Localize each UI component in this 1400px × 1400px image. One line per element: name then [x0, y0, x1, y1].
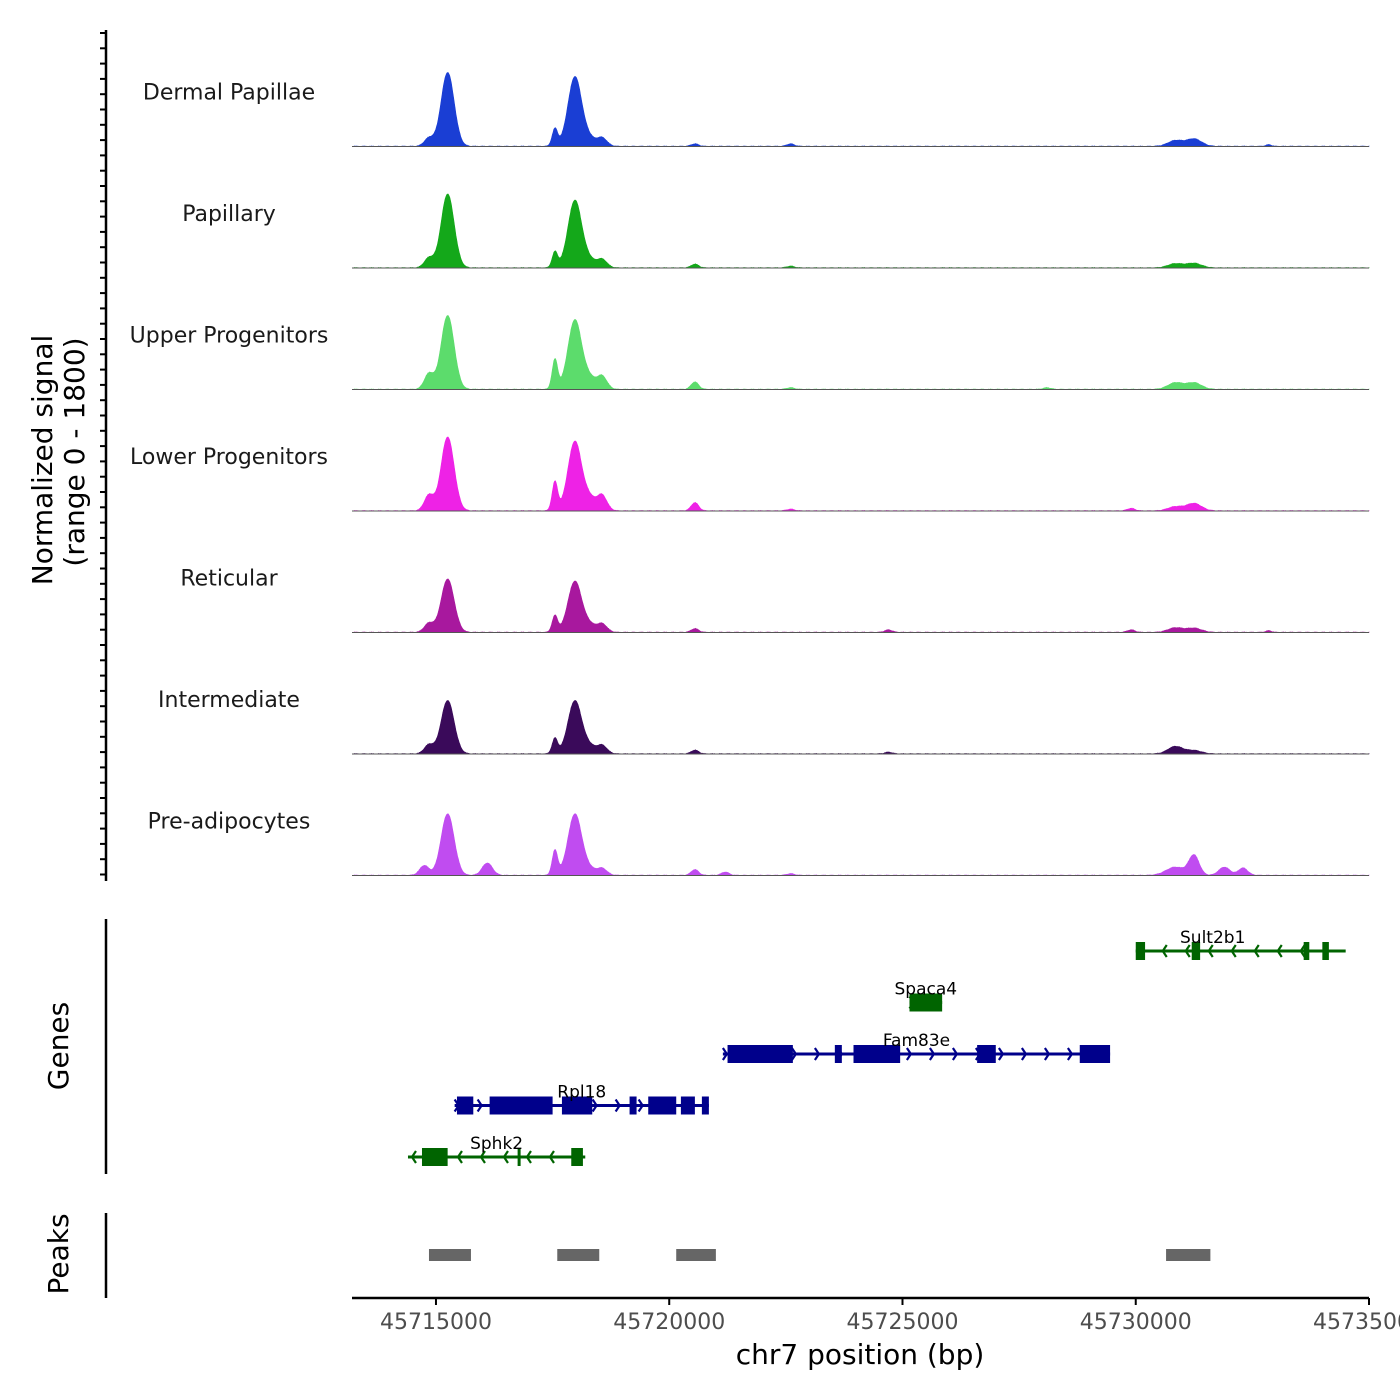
x-tick-label: 45725000	[846, 1310, 958, 1335]
strand-arrow	[1230, 944, 1237, 958]
gene-exon	[1303, 942, 1310, 960]
y-axis-title-line2: (range 0 - 1800)	[58, 337, 91, 566]
gene-fam83e: Fam83e	[721, 1031, 1111, 1063]
gene-exon	[561, 1096, 593, 1115]
strand-arrow	[905, 1047, 913, 1061]
signal-area	[351, 578, 1370, 633]
gene-exon	[701, 1096, 709, 1115]
track-upper-progenitors: Upper Progenitors	[130, 315, 1370, 390]
strand-arrow	[525, 1150, 532, 1164]
strand-arrow	[476, 1098, 483, 1113]
gene-exon	[977, 1045, 996, 1063]
track-label: Reticular	[180, 567, 278, 592]
peak-region	[1166, 1249, 1211, 1261]
strand-arrow	[1253, 944, 1260, 958]
track-reticular: Reticular	[180, 567, 1370, 633]
strand-arrow	[502, 1150, 509, 1164]
strand-arrow	[1207, 944, 1214, 958]
gene-exon	[909, 993, 943, 1012]
x-tick-label: 45720000	[613, 1310, 725, 1335]
track-dermal-papillae: Dermal Papillae	[143, 72, 1370, 147]
gene-exon	[834, 1045, 842, 1063]
gene-exon	[1135, 942, 1146, 960]
gene-sphk2: Sphk2	[407, 1134, 586, 1166]
gene-exon	[1322, 942, 1329, 960]
gene-exon	[456, 1096, 474, 1115]
signal-area	[351, 813, 1370, 876]
gene-spaca4: Spaca4	[895, 980, 958, 1012]
strand-arrow	[1066, 1047, 1074, 1061]
strand-arrow	[614, 1098, 621, 1113]
strand-arrow	[1184, 944, 1191, 958]
gene-rpl18: Rpl18	[453, 1083, 709, 1115]
track-label: Lower Progenitors	[130, 445, 328, 470]
signal-area	[351, 193, 1370, 269]
y-axis-title-line1: Normalized signal	[26, 335, 59, 586]
signal-area	[351, 436, 1370, 512]
track-label: Upper Progenitors	[130, 324, 329, 349]
gene-exon	[727, 1045, 793, 1063]
peaks-axis-title: Peaks	[42, 1213, 75, 1294]
signal-area	[351, 315, 1370, 390]
track-label: Papillary	[182, 202, 276, 227]
gene-label: Sphk2	[470, 1134, 523, 1154]
peak-track: Peaks	[42, 1213, 1211, 1298]
gene-exon	[680, 1096, 695, 1115]
gene-track: Genes Sult2b1 Spaca4 Fam83e Rpl18 Sphk2	[42, 919, 1346, 1174]
gene-label: Fam83e	[883, 1031, 950, 1051]
strand-arrow	[790, 1047, 798, 1061]
strand-arrow	[479, 1150, 486, 1164]
genes-axis-title: Genes	[42, 1002, 75, 1090]
strand-arrow	[951, 1047, 959, 1061]
strand-arrow	[1020, 1047, 1028, 1061]
peak-region	[557, 1249, 600, 1261]
strand-arrow	[456, 1150, 463, 1164]
x-axis: chr7 position (bp) 45715000 45720000 45725…	[352, 1296, 1400, 1371]
strand-arrow	[410, 1150, 417, 1164]
gene-label: Spaca4	[895, 980, 958, 1000]
gene-exon	[1191, 942, 1201, 960]
strand-arrow	[637, 1098, 644, 1113]
strand-arrow	[548, 1150, 555, 1164]
x-tick-label: 45735000	[1313, 1310, 1400, 1335]
gene-exon	[853, 1045, 901, 1063]
track-label: Pre-adipocytes	[148, 810, 311, 835]
gene-exon	[571, 1148, 583, 1166]
signal-area	[351, 700, 1370, 755]
gene-label: Sult2b1	[1180, 928, 1245, 948]
peak-region	[428, 1249, 471, 1261]
track-lower-progenitors: Lower Progenitors	[130, 436, 1370, 512]
x-tick-label: 45715000	[380, 1310, 492, 1335]
gene-exon	[629, 1096, 637, 1115]
track-papillary: Papillary	[182, 193, 1370, 269]
track-intermediate: Intermediate	[158, 688, 1370, 755]
strand-arrow	[997, 1047, 1005, 1061]
gene-exon	[489, 1096, 553, 1115]
gene-exon	[517, 1148, 521, 1166]
peak-region	[676, 1249, 716, 1261]
signal-tracks: Dermal Papillae Papillary Upper Progenitor…	[100, 30, 1370, 881]
strand-arrow	[1043, 1047, 1051, 1061]
strand-arrow	[1161, 944, 1168, 958]
gene-exon	[1079, 1045, 1111, 1063]
strand-arrow	[813, 1047, 821, 1061]
strand-arrow	[1299, 944, 1306, 958]
strand-arrow	[721, 1047, 729, 1061]
x-axis-title: chr7 position (bp)	[736, 1338, 985, 1371]
gene-label: Rpl18	[557, 1083, 606, 1103]
signal-area	[351, 72, 1370, 147]
strand-arrow	[1276, 944, 1283, 958]
gene-sult2b1: Sult2b1	[1135, 928, 1346, 960]
gene-exon	[421, 1148, 448, 1166]
signal-axis: Normalized signal (range 0 - 1800)	[26, 335, 91, 586]
gene-exon	[648, 1096, 677, 1115]
x-tick-label: 45730000	[1080, 1310, 1192, 1335]
track-label: Intermediate	[158, 688, 300, 713]
track-pre-adipocytes: Pre-adipocytes	[148, 810, 1370, 876]
strand-arrow	[591, 1098, 598, 1113]
track-label: Dermal Papillae	[143, 81, 315, 106]
strand-arrow	[928, 1047, 936, 1061]
